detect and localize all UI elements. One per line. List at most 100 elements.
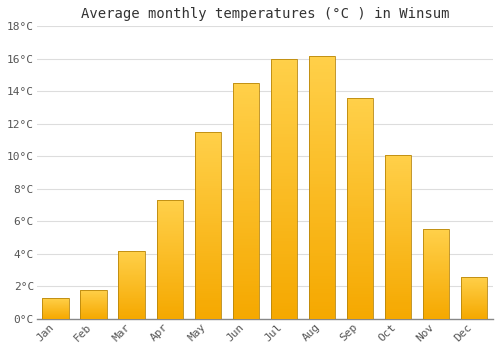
Bar [346, 148, 374, 150]
Bar [232, 151, 259, 154]
Bar [194, 244, 221, 246]
Bar [460, 286, 487, 287]
Bar [346, 142, 374, 145]
Bar [232, 92, 259, 95]
Bar [422, 307, 450, 308]
Bar [308, 161, 335, 164]
Bar [422, 294, 450, 295]
Bar [156, 224, 183, 225]
Bar [270, 130, 297, 134]
Bar [384, 278, 411, 280]
Bar [270, 264, 297, 267]
Bar [308, 197, 335, 201]
Bar [194, 293, 221, 295]
Bar [232, 107, 259, 110]
Bar [308, 210, 335, 214]
Bar [384, 175, 411, 177]
Bar [194, 144, 221, 146]
Bar [346, 214, 374, 217]
Bar [270, 205, 297, 208]
Bar [156, 245, 183, 246]
Bar [384, 233, 411, 235]
Bar [308, 102, 335, 105]
Bar [346, 297, 374, 300]
Bar [270, 231, 297, 234]
Bar [270, 241, 297, 244]
Bar [308, 217, 335, 220]
Bar [80, 293, 107, 294]
Bar [346, 103, 374, 106]
Bar [270, 72, 297, 75]
Bar [232, 251, 259, 254]
Bar [270, 65, 297, 69]
Bar [422, 255, 450, 256]
Bar [422, 262, 450, 263]
Bar [194, 214, 221, 216]
Bar [308, 299, 335, 302]
Bar [308, 92, 335, 95]
Bar [156, 276, 183, 277]
Bar [80, 296, 107, 297]
Bar [384, 194, 411, 196]
Bar [232, 175, 259, 177]
Bar [384, 266, 411, 268]
Bar [422, 264, 450, 265]
Bar [384, 208, 411, 210]
Bar [194, 146, 221, 148]
Bar [232, 287, 259, 289]
Bar [384, 311, 411, 313]
Bar [346, 100, 374, 103]
Bar [80, 307, 107, 308]
Bar [460, 300, 487, 301]
Bar [118, 272, 145, 273]
Bar [270, 244, 297, 247]
Bar [270, 59, 297, 62]
Bar [460, 281, 487, 282]
Bar [270, 212, 297, 215]
Bar [460, 315, 487, 316]
Bar [156, 286, 183, 288]
Bar [384, 159, 411, 161]
Bar [422, 230, 450, 231]
Bar [194, 298, 221, 300]
Bar [232, 278, 259, 281]
Bar [346, 275, 374, 278]
Bar [422, 308, 450, 309]
Bar [194, 274, 221, 277]
Bar [384, 239, 411, 241]
Bar [384, 223, 411, 224]
Bar [156, 271, 183, 273]
Bar [118, 313, 145, 314]
Bar [118, 318, 145, 319]
Bar [422, 259, 450, 260]
Bar [422, 306, 450, 307]
Bar [384, 169, 411, 171]
Bar [80, 318, 107, 319]
Bar [194, 235, 221, 237]
Bar [232, 284, 259, 287]
Bar [232, 269, 259, 272]
Bar [346, 195, 374, 197]
Bar [308, 128, 335, 131]
Bar [156, 289, 183, 291]
Bar [232, 292, 259, 295]
Bar [384, 249, 411, 251]
Bar [270, 218, 297, 221]
Bar [194, 197, 221, 200]
Bar [156, 206, 183, 208]
Bar [118, 288, 145, 289]
Bar [384, 167, 411, 169]
Bar [194, 186, 221, 188]
Bar [460, 298, 487, 299]
Bar [308, 138, 335, 141]
Bar [232, 213, 259, 216]
Bar [422, 271, 450, 272]
Bar [118, 255, 145, 256]
Bar [270, 111, 297, 114]
Bar [346, 300, 374, 302]
Bar [308, 250, 335, 253]
Bar [346, 266, 374, 269]
Bar [346, 253, 374, 256]
Bar [346, 183, 374, 186]
Bar [308, 279, 335, 283]
